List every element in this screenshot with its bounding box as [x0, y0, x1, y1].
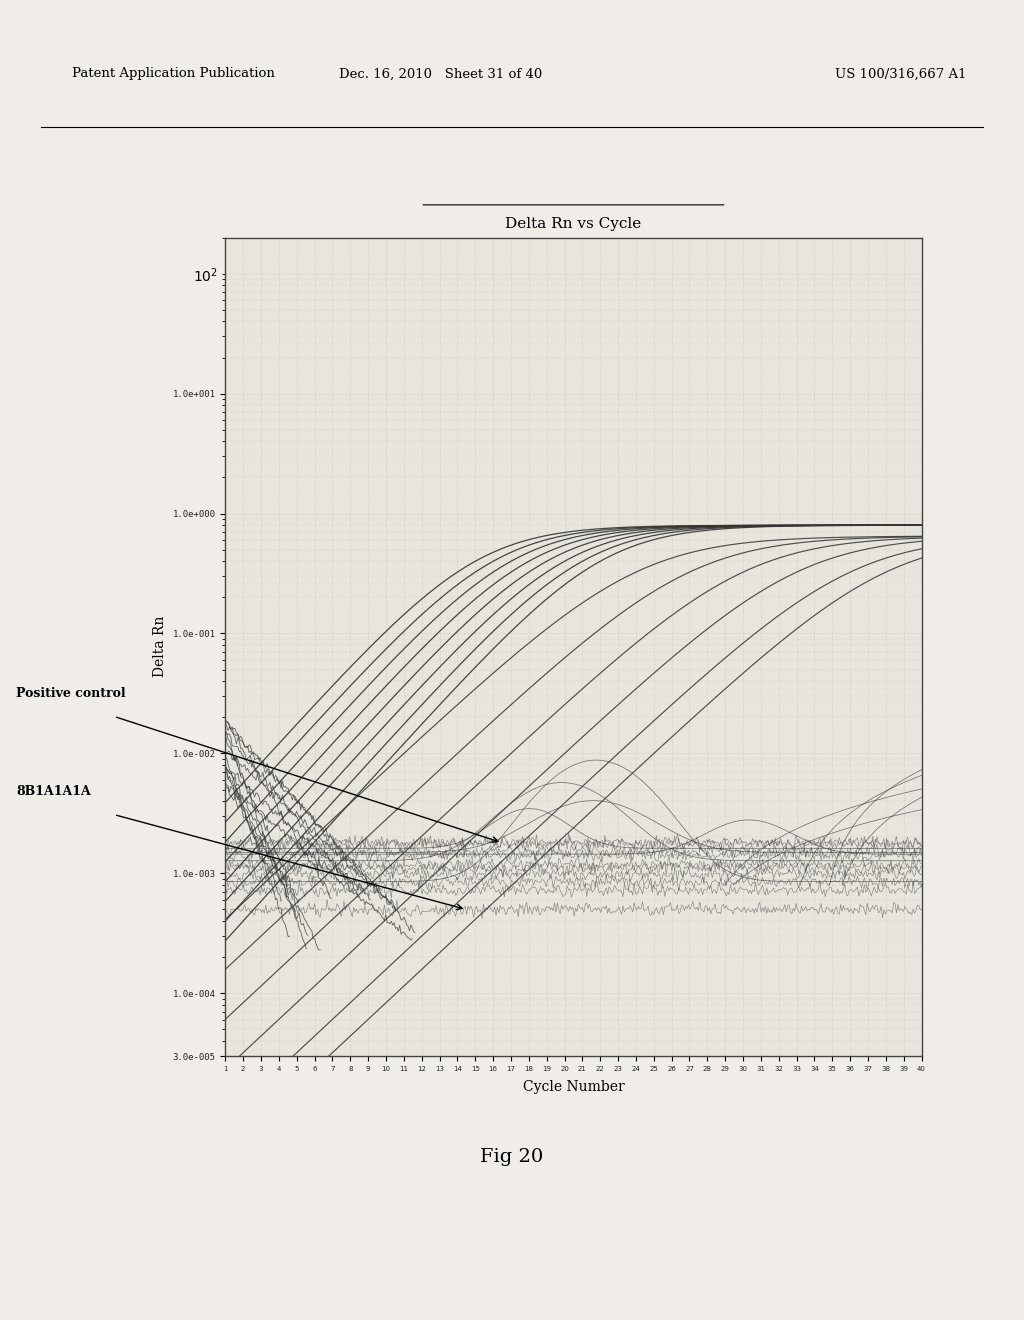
Title: Delta Rn vs Cycle: Delta Rn vs Cycle	[505, 216, 642, 231]
Text: Dec. 16, 2010   Sheet 31 of 40: Dec. 16, 2010 Sheet 31 of 40	[339, 67, 542, 81]
Text: 8B1A1A1A: 8B1A1A1A	[16, 785, 91, 799]
X-axis label: Cycle Number: Cycle Number	[522, 1080, 625, 1094]
Text: Patent Application Publication: Patent Application Publication	[72, 67, 274, 81]
Y-axis label: Delta Rn: Delta Rn	[153, 616, 167, 677]
Text: US 100/316,667 A1: US 100/316,667 A1	[836, 67, 967, 81]
Text: Positive control: Positive control	[16, 686, 126, 700]
Text: Fig 20: Fig 20	[480, 1147, 544, 1166]
